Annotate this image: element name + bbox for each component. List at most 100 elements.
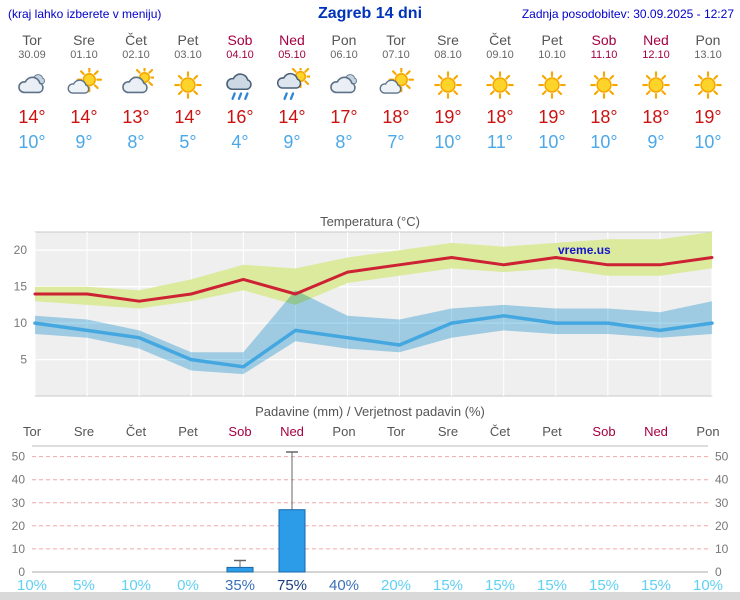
max-temperature: 17° [330, 107, 358, 127]
weather-icon-sun-shower [276, 64, 313, 100]
precip-probability: 75% [276, 577, 308, 594]
day-name: Pet [541, 32, 563, 48]
day-date: 02.10 [122, 49, 150, 61]
day-column: Pon 06.10 17° 8° [318, 32, 370, 172]
svg-text:0: 0 [18, 565, 25, 579]
day-name: Sre [73, 32, 95, 48]
day-column: Sob 11.10 18° 10° [578, 32, 630, 172]
min-temperature: 10° [18, 132, 46, 152]
last-update-timestamp: Zadnja posodobitev: 30.09.2025 - 12:27 [521, 7, 734, 21]
min-temperature: 10° [694, 132, 722, 152]
weather-icon-slot [370, 66, 422, 104]
weather-icon-slot [422, 68, 474, 104]
day-name: Čet [125, 32, 147, 48]
min-temperature: 10° [434, 132, 462, 152]
weather-icon-sunny [590, 71, 618, 99]
min-temperature: 9° [647, 132, 665, 152]
vreme-watermark-link[interactable]: vreme.us [558, 243, 611, 257]
weather-icon-mostly-cloudy [122, 65, 157, 94]
svg-text:10: 10 [12, 542, 26, 556]
precip-probability: 20% [380, 577, 412, 594]
forecast-strip: Tor 30.09 14° 10° Sre 01.10 14° 9° Čet 0… [0, 32, 740, 172]
weather-icon-slot [630, 68, 682, 104]
horizontal-scrollbar[interactable] [0, 592, 740, 600]
day-name: Sob [591, 32, 617, 48]
weather-icon-sunny [174, 71, 202, 99]
max-temperature: 13° [122, 107, 150, 127]
day-date: 07.10 [382, 49, 410, 61]
weather-icon-sunny [694, 71, 722, 99]
precip-y-axis-labels: 0 0 10 10 20 20 30 30 40 40 50 50 [12, 450, 729, 579]
svg-text:50: 50 [715, 450, 729, 464]
precip-bar [226, 566, 254, 573]
weather-icon-sunny [538, 71, 566, 99]
weather-icon-slot [318, 68, 370, 104]
svg-text:0: 0 [715, 565, 722, 579]
precip-day-label: Tor [386, 424, 406, 439]
page-title: Zagreb 14 dni [317, 5, 423, 22]
day-column: Pet 10.10 19° 10° [526, 32, 578, 172]
precip-day-label: Pet [178, 424, 198, 439]
day-date: 12.10 [642, 49, 670, 61]
max-temperature: 19° [694, 107, 722, 127]
precip-day-label: Tor [22, 424, 42, 439]
weather-icon-slot [578, 68, 630, 104]
max-temperature: 18° [486, 107, 514, 127]
precipitation-chart: 0 0 10 10 20 20 30 30 40 40 50 50 [12, 445, 729, 579]
temp-chart-title: Temperatura (°C) [320, 214, 420, 229]
svg-text:20: 20 [14, 243, 28, 257]
min-temp-line [33, 314, 714, 369]
min-temperature: 7° [387, 132, 405, 152]
max-temperature: 14° [278, 107, 306, 127]
day-name: Sre [437, 32, 459, 48]
svg-text:30: 30 [12, 496, 26, 510]
day-column: Čet 02.10 13° 8° [110, 32, 162, 172]
precip-probability: 35% [224, 577, 256, 594]
day-date: 08.10 [434, 49, 462, 61]
day-date: 01.10 [70, 49, 98, 61]
day-name: Pet [177, 32, 199, 48]
weather-icon-slot [682, 68, 734, 104]
precip-day-label: Ned [644, 424, 668, 439]
min-range-band [35, 290, 712, 375]
weather-icon-slot [6, 68, 58, 104]
day-name: Pon [331, 32, 357, 48]
day-name: Ned [279, 32, 305, 48]
day-column: Čet 09.10 18° 11° [474, 32, 526, 172]
day-column: Ned 12.10 18° 9° [630, 32, 682, 172]
precip-probability: 15% [640, 577, 672, 594]
weather-icon-sunny [642, 71, 670, 99]
svg-text:15: 15 [14, 280, 28, 294]
min-temperature: 5° [179, 132, 197, 152]
day-column: Sre 08.10 19° 10° [422, 32, 474, 172]
day-date: 05.10 [278, 49, 306, 61]
precip-probability: 15% [536, 577, 568, 594]
weather-icon-slot [474, 68, 526, 104]
weather-icon-slot [162, 68, 214, 104]
day-date: 13.10 [694, 49, 722, 61]
day-column: Ned 05.10 14° 9° [266, 32, 318, 172]
day-date: 04.10 [226, 49, 254, 61]
min-temperature: 8° [335, 132, 353, 152]
precip-day-label: Čet [125, 424, 147, 439]
max-temperature: 19° [538, 107, 566, 127]
precip-probability: 15% [484, 577, 516, 594]
min-temperature: 9° [283, 132, 301, 152]
precip-gridlines [32, 445, 708, 573]
precip-day-label: Pon [696, 424, 720, 439]
precip-day-label: Pon [332, 424, 356, 439]
precip-day-label: Ned [280, 424, 304, 439]
svg-text:40: 40 [12, 473, 26, 487]
min-temperature: 4° [231, 132, 249, 152]
weather-icon-slot [58, 66, 110, 104]
max-temperature: 18° [590, 107, 618, 127]
svg-text:20: 20 [715, 519, 729, 533]
day-date: 30.09 [18, 49, 46, 61]
svg-text:10: 10 [14, 316, 28, 330]
precip-day-label: Sob [228, 424, 252, 439]
svg-text:40: 40 [715, 473, 729, 487]
day-date: 03.10 [174, 49, 202, 61]
day-column: Tor 07.10 18° 7° [370, 32, 422, 172]
precip-day-label: Sre [437, 424, 459, 439]
day-name: Ned [643, 32, 669, 48]
